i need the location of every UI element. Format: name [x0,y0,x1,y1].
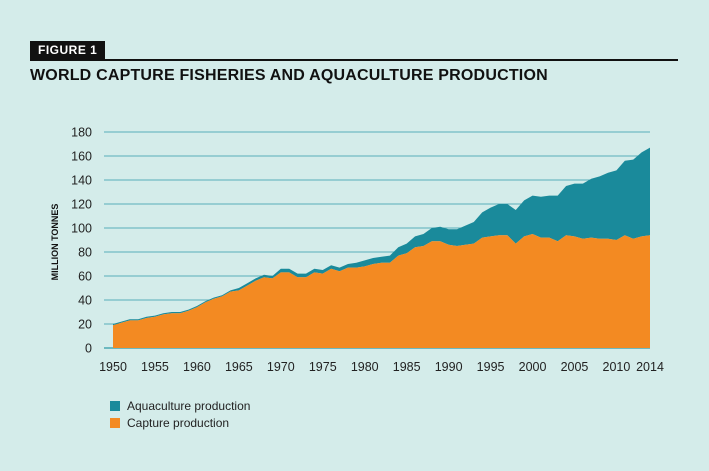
y-tick-label: 100 [71,222,92,236]
legend-swatch-aquaculture [110,400,120,411]
x-tick-label: 1970 [267,360,295,374]
legend: Aquaculture production Capture productio… [110,397,250,431]
y-tick-label: 20 [78,318,92,332]
y-tick-label: 140 [71,174,92,188]
x-tick-label: 1990 [435,360,463,374]
y-tick-label: 0 [85,342,92,356]
y-tick-label: 80 [78,246,92,260]
legend-swatch-capture [110,417,120,428]
figure-label: FIGURE 1 [30,41,106,59]
x-tick-label: 1960 [183,360,211,374]
x-tick-label: 1975 [309,360,337,374]
legend-item-capture: Capture production [110,414,250,431]
x-tick-label: 1965 [225,360,253,374]
x-tick-label: 1995 [477,360,505,374]
chart-title: WORLD CAPTURE FISHERIES AND AQUACULTURE … [30,67,548,84]
y-tick-label: 120 [71,198,92,212]
legend-label-capture: Capture production [127,415,230,430]
y-tick-label: 40 [78,294,92,308]
x-tick-label: 1980 [351,360,379,374]
y-tick-label: 160 [71,150,92,164]
series-area-capture [113,234,650,348]
x-axis-ticks: 1950 1955 1960 1965 1970 1975 1980 1985 1990 1995… [99,360,664,374]
legend-label-aquaculture: Aquaculture production [127,398,251,413]
x-tick-label: 1985 [393,360,421,374]
y-axis-label: MILLION TONNES [50,204,60,281]
legend-item-aquaculture: Aquaculture production [110,397,250,414]
y-tick-label: 60 [78,270,92,284]
x-tick-label: 2000 [519,360,547,374]
x-tick-label: 1955 [141,360,169,374]
x-tick-label: 1950 [99,360,127,374]
x-tick-label: 2014 [636,360,664,374]
y-axis-ticks: 0 20 40 60 80 100 120 140 160 180 [71,126,92,356]
title-rule [30,59,678,61]
areas [113,147,650,348]
series-area-aquaculture [113,147,650,326]
y-tick-label: 180 [71,126,92,140]
x-tick-label: 2005 [561,360,589,374]
x-tick-label: 2010 [603,360,631,374]
